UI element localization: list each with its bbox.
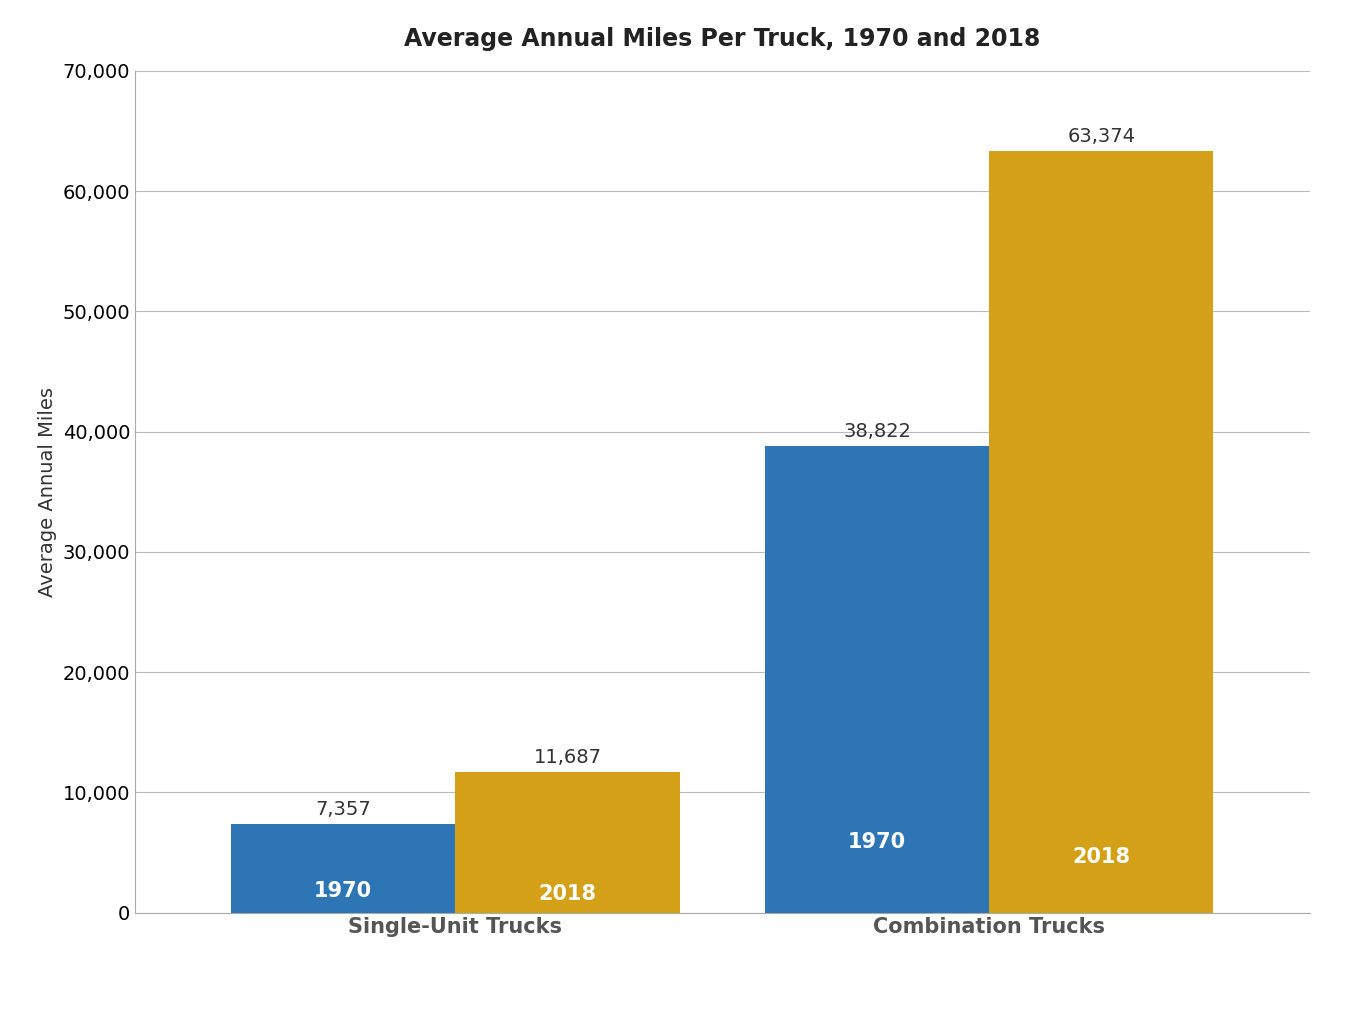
Text: 63,374: 63,374 xyxy=(1068,127,1135,146)
Text: 38,822: 38,822 xyxy=(842,422,911,441)
Bar xyxy=(765,446,990,913)
Y-axis label: Average Annual Miles: Average Annual Miles xyxy=(38,386,57,597)
Text: 1970: 1970 xyxy=(848,831,906,852)
Text: 7,357: 7,357 xyxy=(316,800,371,819)
Bar xyxy=(990,151,1214,913)
Title: Average Annual Miles Per Truck, 1970 and 2018: Average Annual Miles Per Truck, 1970 and… xyxy=(404,27,1041,51)
Text: 11,687: 11,687 xyxy=(533,748,602,768)
Text: 2018: 2018 xyxy=(1072,847,1130,867)
Text: 1970: 1970 xyxy=(315,881,373,901)
Bar xyxy=(231,824,455,913)
Text: 2018: 2018 xyxy=(539,884,597,904)
Bar xyxy=(455,772,679,913)
